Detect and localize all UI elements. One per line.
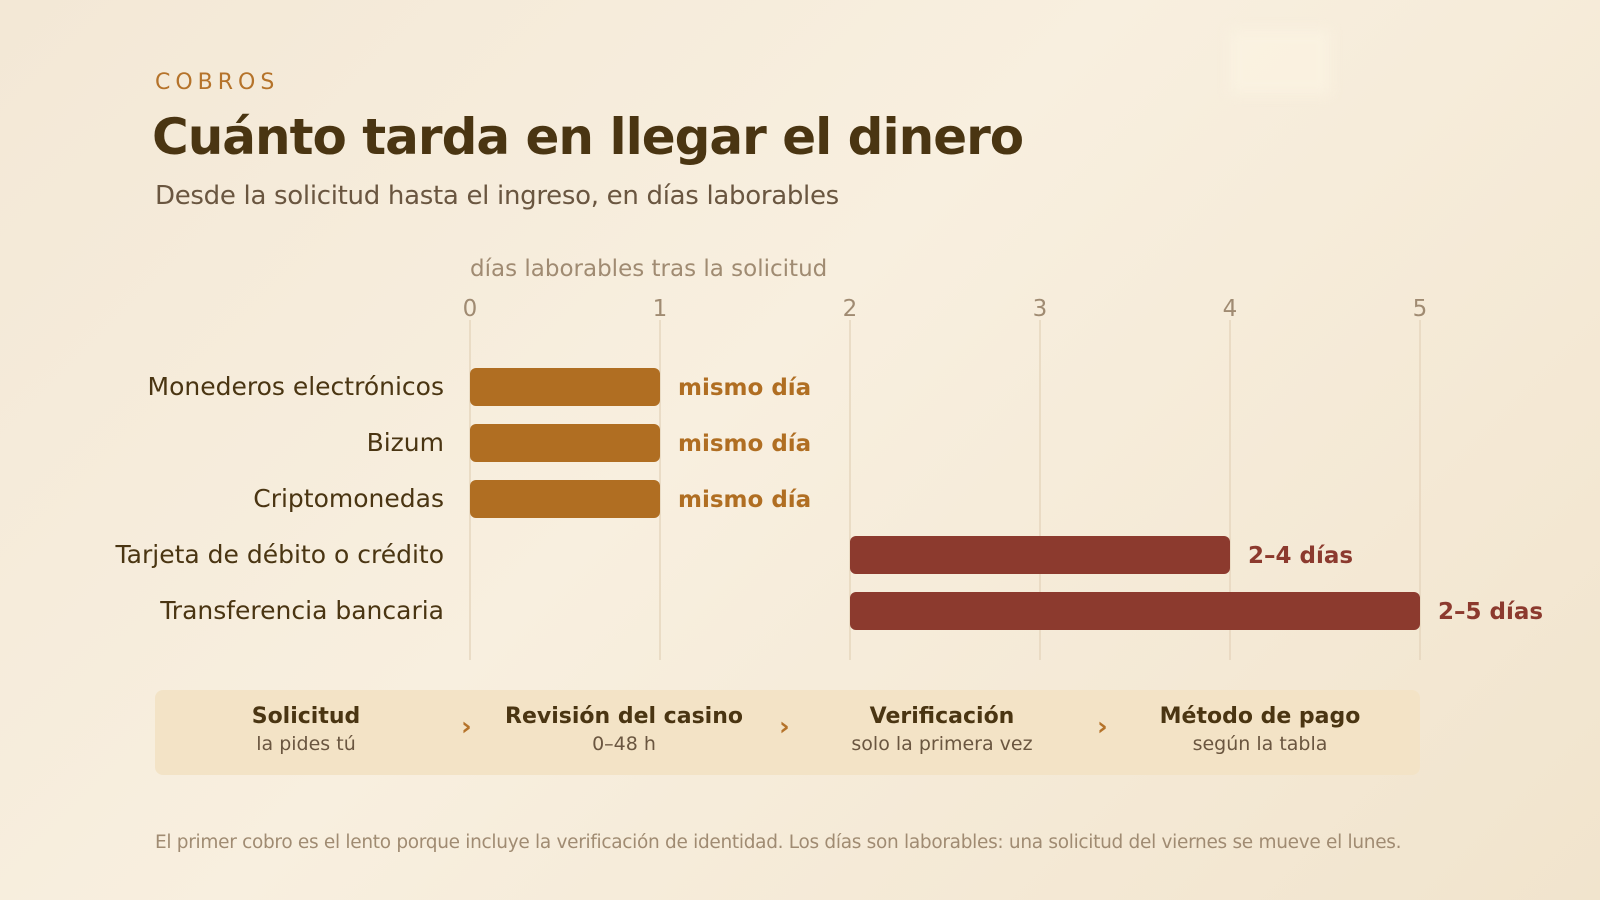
bar-value-label: mismo día <box>678 431 811 457</box>
bar-value-label: 2–4 días <box>1248 543 1353 569</box>
bar <box>850 536 1230 574</box>
bar <box>470 368 660 406</box>
footnote: El primer cobro es el lento porque inclu… <box>155 832 1402 853</box>
bar <box>850 592 1420 630</box>
step-metodo-pago: Método de pago según la tabla <box>1110 704 1410 755</box>
step-title: Verificación <box>869 704 1015 729</box>
step-title: Revisión del casino <box>505 704 743 729</box>
chevron-right-icon: › <box>461 712 472 742</box>
category-label: Transferencia bancaria <box>159 596 444 625</box>
x-tick-label: 0 <box>463 296 478 322</box>
payout-time-chart: días laborables tras la solicitud 0 1 2 3 4 5 M… <box>115 256 1543 660</box>
category-label: Monederos electrónicos <box>148 372 444 401</box>
category-label: Bizum <box>367 428 444 457</box>
step-title: Solicitud <box>251 704 361 729</box>
x-axis-label: días laborables tras la solicitud <box>470 256 827 282</box>
step-subtitle: 0–48 h <box>592 733 656 755</box>
chevron-right-icon: › <box>779 712 790 742</box>
step-subtitle: la pides tú <box>256 733 356 755</box>
bar-value-label: mismo día <box>678 487 811 513</box>
bar-value-label: 2–5 días <box>1438 599 1543 625</box>
process-steps: Solicitud la pides tú › Revisión del cas… <box>155 690 1420 775</box>
x-tick-label: 1 <box>653 296 668 322</box>
step-verificacion: Verificación solo la primera vez <box>792 704 1092 755</box>
step-subtitle: solo la primera vez <box>851 733 1033 755</box>
bar <box>470 424 660 462</box>
x-tick-label: 2 <box>843 296 858 322</box>
category-label: Criptomonedas <box>253 484 444 513</box>
step-subtitle: según la tabla <box>1192 733 1328 755</box>
x-tick-label: 5 <box>1413 296 1428 322</box>
bar-value-label: mismo día <box>678 375 811 401</box>
step-revision: Revisión del casino 0–48 h <box>474 704 774 755</box>
page-subtitle: Desde la solicitud hasta el ingreso, en … <box>155 181 839 211</box>
step-title: Método de pago <box>1159 704 1361 729</box>
chevron-right-icon: › <box>1097 712 1108 742</box>
section-eyebrow: COBROS <box>155 70 280 95</box>
category-label: Tarjeta de débito o crédito <box>115 540 444 569</box>
step-solicitud: Solicitud la pides tú <box>156 704 456 755</box>
x-tick-label: 4 <box>1223 296 1238 322</box>
bar <box>470 480 660 518</box>
page-title: Cuánto tarda en llegar el dinero <box>152 108 1024 166</box>
x-tick-label: 3 <box>1033 296 1048 322</box>
background-glow <box>1230 30 1330 94</box>
